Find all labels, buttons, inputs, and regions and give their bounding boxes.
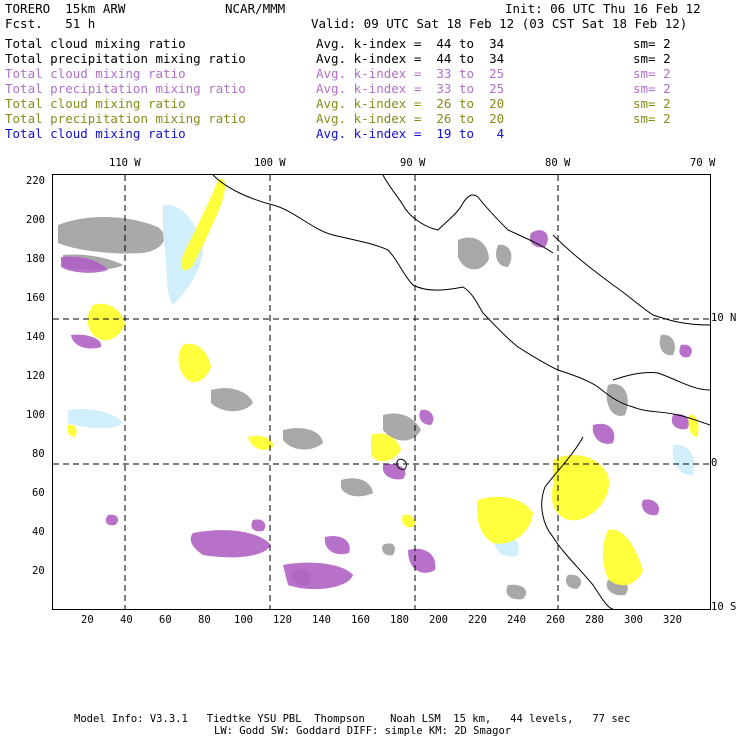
gray-cloud-fields [58, 217, 675, 600]
legend-sm: sm= 2 [633, 96, 671, 111]
legend-field: Total precipitation mixing ratio [5, 51, 246, 66]
lon-label: 110 W [109, 157, 141, 169]
y-grid-label: 60 [32, 487, 45, 499]
lon-label: 70 W [690, 157, 716, 169]
y-grid-label: 100 [26, 409, 45, 421]
x-grid-label: 300 [624, 614, 643, 626]
x-grid-label: 140 [312, 614, 331, 626]
valid-time: Valid: 09 UTC Sat 18 Feb 12 (03 CST Sat … [311, 16, 688, 31]
legend-field: Total cloud mixing ratio [5, 126, 186, 141]
model-info: Model Info: V3.3.1 Tiedtke YSU PBL Thomp… [74, 713, 631, 725]
legend-sm: sm= 2 [633, 36, 671, 51]
legend-field: Total cloud mixing ratio [5, 96, 186, 111]
legend-kindex: Avg. k-index = 44 to 34 [316, 51, 505, 66]
init-time: Init: 06 UTC Thu 16 Feb 12 [505, 1, 701, 16]
x-grid-label: 180 [390, 614, 409, 626]
x-grid-label: 280 [585, 614, 604, 626]
x-grid-label: 120 [273, 614, 292, 626]
x-grid-label: 100 [234, 614, 253, 626]
lon-label: 100 W [254, 157, 286, 169]
legend-field: Total cloud mixing ratio [5, 36, 186, 51]
lon-label: 80 W [545, 157, 571, 169]
lat-label: 10 S [711, 601, 737, 613]
x-grid-label: 40 [120, 614, 133, 626]
model-title: TORERO 15km ARW [5, 1, 126, 16]
organization: NCAR/MMM [225, 1, 286, 16]
x-grid-label: 200 [429, 614, 448, 626]
y-grid-label: 40 [32, 526, 45, 538]
legend-kindex: Avg. k-index = 44 to 34 [316, 36, 505, 51]
x-grid-label: 260 [546, 614, 565, 626]
legend-sm: sm= 2 [633, 66, 671, 81]
legend-field: Total precipitation mixing ratio [5, 81, 246, 96]
legend-kindex: Avg. k-index = 33 to 25 [316, 66, 505, 81]
legend-sm: sm= 2 [633, 51, 671, 66]
legend-kindex: Avg. k-index = 26 to 20 [316, 111, 505, 126]
legend-kindex: Avg. k-index = 33 to 25 [316, 81, 505, 96]
x-grid-label: 20 [81, 614, 94, 626]
legend-field: Total precipitation mixing ratio [5, 111, 246, 126]
y-grid-label: 140 [26, 331, 45, 343]
purple-cloud-fields [61, 230, 692, 590]
y-grid-label: 160 [26, 292, 45, 304]
physics-info: LW: Godd SW: Goddard DIFF: simple KM: 2D… [214, 725, 512, 737]
lat-label: 0 [711, 457, 718, 469]
y-grid-label: 180 [26, 253, 45, 265]
y-grid-label: 120 [26, 370, 45, 382]
y-grid-label: 80 [32, 448, 45, 460]
legend-kindex: Avg. k-index = 26 to 20 [316, 96, 505, 111]
lat-label: 10 N [711, 312, 737, 324]
legend-sm: sm= 2 [633, 111, 671, 126]
y-grid-label: 220 [26, 175, 45, 187]
graticule [53, 175, 710, 609]
forecast-hour: Fcst. 51 h [5, 16, 96, 31]
y-grid-label: 200 [26, 214, 45, 226]
legend-field: Total cloud mixing ratio [5, 66, 186, 81]
x-grid-label: 60 [159, 614, 172, 626]
x-grid-label: 320 [663, 614, 682, 626]
x-grid-label: 80 [198, 614, 211, 626]
legend-kindex: Avg. k-index = 19 to 4 [316, 126, 505, 141]
lon-label: 90 W [400, 157, 426, 169]
map-canvas [53, 175, 710, 609]
legend-row: Total cloud mixing ratio [5, 36, 186, 51]
x-grid-label: 220 [468, 614, 487, 626]
legend-sm: sm= 2 [633, 81, 671, 96]
x-grid-label: 160 [351, 614, 370, 626]
y-grid-label: 20 [32, 565, 45, 577]
coastlines [212, 175, 710, 609]
lightblue-cloud-fields [68, 204, 695, 557]
x-grid-label: 240 [507, 614, 526, 626]
forecast-map [52, 174, 711, 610]
